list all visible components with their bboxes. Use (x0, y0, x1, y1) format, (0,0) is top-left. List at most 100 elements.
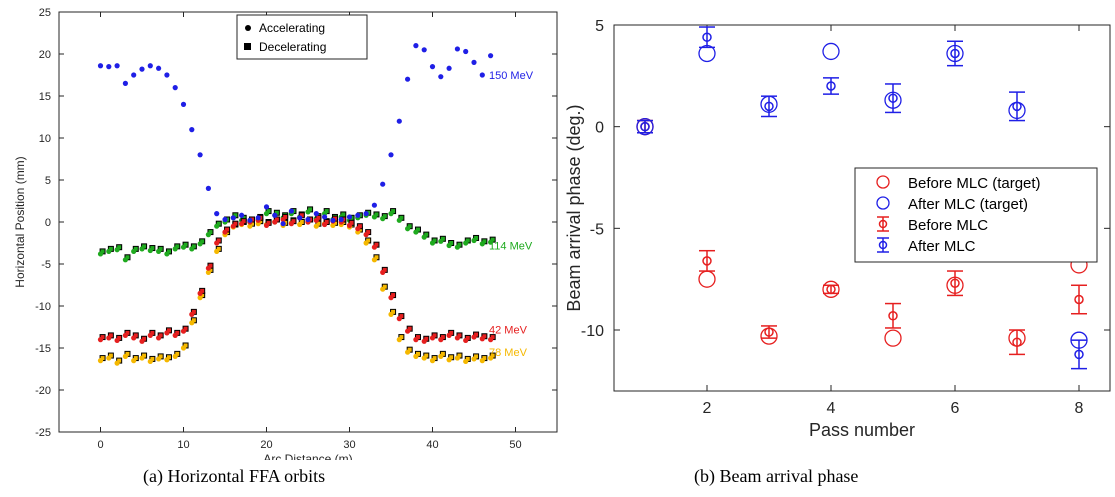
accel-point (479, 358, 485, 364)
legend-marker-dot (878, 219, 888, 229)
decel-point-fill (283, 214, 288, 219)
x-tick-label: 8 (1075, 400, 1084, 417)
accel-point (346, 214, 353, 220)
decel-point-fill (399, 314, 404, 319)
accel-point (114, 63, 120, 69)
accel-point (471, 59, 477, 65)
accel-point (371, 257, 377, 263)
accel-point (139, 66, 145, 72)
decel-point-fill (158, 333, 163, 338)
accel-point (297, 221, 303, 228)
accel-point (263, 222, 270, 228)
accel-point (429, 64, 436, 70)
accel-point (429, 335, 436, 341)
decel-point-fill (474, 235, 479, 240)
accel-point (197, 241, 203, 247)
accel-point (479, 241, 485, 247)
phase-chart: 2 4 6 8 5 0 -5 -10 Pass number Beam arrival phase… (564, 18, 1111, 440)
decel-point-fill (108, 353, 113, 358)
decel-point-fill (200, 288, 205, 293)
accel-point (479, 72, 485, 78)
target-circle (822, 42, 840, 61)
accel-point (114, 360, 120, 366)
decel-point-fill (274, 210, 279, 215)
accel-point (355, 226, 361, 232)
accel-point (164, 357, 170, 363)
accel-point (363, 211, 369, 217)
decel-point-fill (125, 255, 130, 260)
decel-point-fill (465, 356, 470, 361)
accel-point (413, 229, 419, 235)
decel-point-fill (266, 220, 271, 225)
decel-point-fill (150, 330, 155, 335)
legend-marker (876, 196, 890, 210)
accel-point (205, 265, 211, 271)
accel-point (405, 349, 411, 355)
accel-point (280, 221, 286, 227)
x-tick-label: 6 (951, 400, 960, 417)
decel-point-fill (440, 335, 445, 340)
decel-point-fill (274, 217, 279, 222)
accel-point (446, 242, 452, 249)
accel-point (463, 240, 469, 246)
accel-point (405, 328, 411, 334)
decel-point-fill (332, 220, 337, 225)
accel-point (438, 353, 444, 359)
accel-point (189, 246, 195, 252)
decel-point-fill (490, 335, 495, 340)
accel-point (322, 221, 328, 228)
accel-point (454, 355, 460, 361)
legend-box (236, 14, 368, 60)
accel-point (131, 248, 137, 254)
decel-point-fill (200, 293, 205, 298)
caption-b: (b) Beam arrival phase (694, 466, 859, 486)
y-tick-label: -10 (581, 323, 604, 340)
decel-point-fill (191, 318, 196, 323)
accel-point (330, 217, 336, 223)
decel-point-fill (457, 353, 462, 358)
decel-point-fill (100, 335, 105, 340)
accel-point (189, 311, 195, 317)
x-tick-label: 20 (260, 439, 272, 451)
accel-point (421, 355, 427, 361)
accel-point (405, 76, 411, 82)
legend-label: After MLC (target) (908, 196, 1028, 213)
accel-point (488, 53, 494, 59)
measured-point (826, 284, 836, 295)
decel-point-fill (382, 284, 387, 289)
accel-point (164, 72, 170, 78)
accel-point (396, 337, 402, 343)
decel-point-fill (133, 356, 138, 361)
decel-point-fill (474, 332, 479, 337)
decel-point-fill (216, 221, 221, 226)
decel-point-fill (100, 356, 105, 361)
accel-point (239, 212, 245, 218)
legend-dot-marker (245, 25, 251, 31)
decel-point-fill (150, 356, 155, 361)
y-tick-label: -5 (41, 259, 51, 271)
series-after-mlc (637, 26, 1087, 370)
y-tick-label: -10 (35, 301, 51, 313)
accel-point (164, 251, 170, 257)
accel-point (297, 215, 303, 221)
accel-point (330, 222, 336, 228)
accel-point (371, 214, 377, 220)
accel-point (147, 247, 153, 254)
y-tick-label: 0 (595, 120, 604, 137)
decel-point-fill (399, 215, 404, 220)
accel-point (371, 244, 377, 250)
accel-point (172, 85, 178, 91)
decel-point-fill (166, 328, 171, 333)
accel-point (164, 330, 170, 336)
decel-point-fill (415, 351, 420, 356)
series-label: 42 MeV (489, 325, 528, 337)
accel-point (438, 337, 444, 343)
accel-point (139, 246, 145, 252)
accel-point (180, 244, 187, 250)
accel-point (147, 332, 153, 338)
accel-point (230, 215, 236, 221)
measured-point (826, 81, 836, 91)
decel-point-fill (415, 227, 420, 232)
accel-point (205, 232, 211, 238)
decel-point-fill (299, 220, 304, 224)
